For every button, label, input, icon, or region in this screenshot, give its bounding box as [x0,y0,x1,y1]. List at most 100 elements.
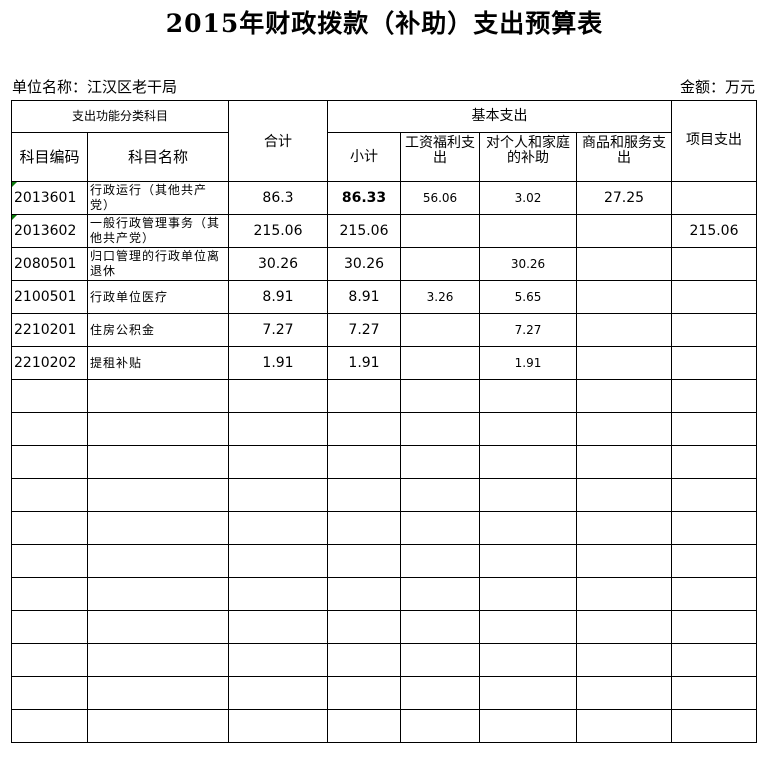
empty-cell[interactable] [400,445,480,479]
empty-cell[interactable] [671,445,757,479]
empty-cell[interactable] [327,643,401,677]
empty-cell[interactable] [87,412,229,446]
empty-cell[interactable] [11,445,88,479]
cell-goods[interactable] [576,346,672,380]
empty-cell[interactable] [327,445,401,479]
empty-cell[interactable] [576,511,672,545]
cell-wage[interactable]: 56.06 [400,181,480,215]
cell-name[interactable]: 归口管理的行政单位离退休 [87,247,229,281]
empty-cell[interactable] [327,577,401,611]
cell-code[interactable]: 2210201 [11,313,88,347]
cell-code[interactable]: 2210202 [11,346,88,380]
empty-cell[interactable] [671,544,757,578]
empty-cell[interactable] [576,544,672,578]
empty-cell[interactable] [479,709,577,743]
cell-code[interactable]: 2013601 [11,181,88,215]
cell-goods[interactable] [576,280,672,314]
empty-cell[interactable] [671,709,757,743]
empty-cell[interactable] [400,610,480,644]
cell-project[interactable] [671,280,757,314]
empty-cell[interactable] [400,379,480,413]
cell-total[interactable]: 215.06 [228,214,328,248]
empty-cell[interactable] [228,445,328,479]
empty-cell[interactable] [479,544,577,578]
empty-cell[interactable] [228,577,328,611]
empty-cell[interactable] [228,610,328,644]
cell-personal[interactable] [479,214,577,248]
empty-cell[interactable] [87,379,229,413]
empty-cell[interactable] [327,676,401,710]
empty-cell[interactable] [87,709,229,743]
empty-cell[interactable] [87,610,229,644]
cell-project[interactable] [671,313,757,347]
empty-cell[interactable] [228,478,328,512]
empty-cell[interactable] [87,544,229,578]
empty-cell[interactable] [400,676,480,710]
empty-cell[interactable] [479,511,577,545]
cell-goods[interactable] [576,247,672,281]
empty-cell[interactable] [479,478,577,512]
cell-total[interactable]: 7.27 [228,313,328,347]
empty-cell[interactable] [479,610,577,644]
empty-cell[interactable] [671,412,757,446]
empty-cell[interactable] [11,379,88,413]
empty-cell[interactable] [228,379,328,413]
empty-cell[interactable] [327,379,401,413]
empty-cell[interactable] [87,643,229,677]
cell-name[interactable]: 提租补贴 [87,346,229,380]
empty-cell[interactable] [327,478,401,512]
cell-project[interactable] [671,346,757,380]
empty-cell[interactable] [11,610,88,644]
empty-cell[interactable] [327,412,401,446]
cell-personal[interactable]: 3.02 [479,181,577,215]
empty-cell[interactable] [576,610,672,644]
cell-total[interactable]: 30.26 [228,247,328,281]
empty-cell[interactable] [576,676,672,710]
cell-total[interactable]: 1.91 [228,346,328,380]
cell-subtotal[interactable]: 1.91 [327,346,401,380]
empty-cell[interactable] [11,412,88,446]
cell-personal[interactable]: 5.65 [479,280,577,314]
empty-cell[interactable] [671,643,757,677]
cell-name[interactable]: 行政运行（其他共产党） [87,181,229,215]
cell-goods[interactable] [576,214,672,248]
empty-cell[interactable] [576,577,672,611]
empty-cell[interactable] [671,676,757,710]
empty-cell[interactable] [11,478,88,512]
empty-cell[interactable] [228,709,328,743]
cell-personal[interactable]: 1.91 [479,346,577,380]
empty-cell[interactable] [87,577,229,611]
empty-cell[interactable] [479,379,577,413]
cell-goods[interactable] [576,313,672,347]
empty-cell[interactable] [327,610,401,644]
empty-cell[interactable] [11,709,88,743]
empty-cell[interactable] [576,478,672,512]
empty-cell[interactable] [479,412,577,446]
empty-cell[interactable] [400,577,480,611]
cell-total[interactable]: 86.3 [228,181,328,215]
cell-project[interactable]: 215.06 [671,214,757,248]
empty-cell[interactable] [11,511,88,545]
empty-cell[interactable] [11,544,88,578]
cell-subtotal[interactable]: 215.06 [327,214,401,248]
cell-subtotal[interactable]: 30.26 [327,247,401,281]
empty-cell[interactable] [228,544,328,578]
empty-cell[interactable] [87,478,229,512]
empty-cell[interactable] [671,478,757,512]
empty-cell[interactable] [400,643,480,677]
cell-subtotal[interactable]: 8.91 [327,280,401,314]
empty-cell[interactable] [11,643,88,677]
empty-cell[interactable] [400,511,480,545]
empty-cell[interactable] [11,577,88,611]
empty-cell[interactable] [327,709,401,743]
empty-cell[interactable] [479,445,577,479]
cell-wage[interactable] [400,313,480,347]
empty-cell[interactable] [327,511,401,545]
cell-name[interactable]: 一般行政管理事务（其他共产党） [87,214,229,248]
cell-name[interactable]: 行政单位医疗 [87,280,229,314]
empty-cell[interactable] [576,643,672,677]
empty-cell[interactable] [87,511,229,545]
empty-cell[interactable] [671,577,757,611]
cell-code[interactable]: 2100501 [11,280,88,314]
empty-cell[interactable] [671,379,757,413]
